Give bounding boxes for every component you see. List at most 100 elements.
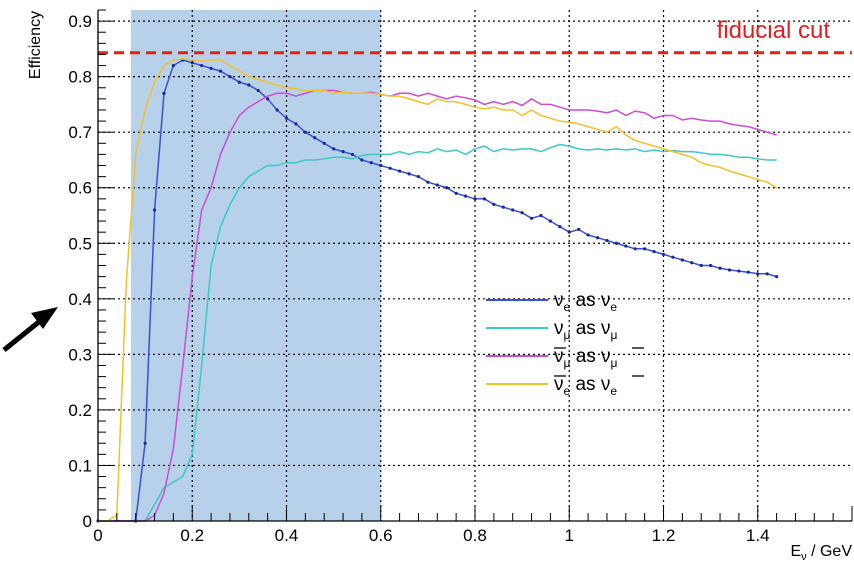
series-point-0 bbox=[595, 236, 600, 240]
y-tick-label: 0.5 bbox=[68, 234, 92, 253]
x-tick-label: 1.2 bbox=[652, 526, 676, 545]
shaded-region bbox=[130, 10, 381, 521]
y-axis-label: Efficiency bbox=[27, 11, 44, 79]
y-tick-label: 0.3 bbox=[68, 345, 92, 364]
series-point-0 bbox=[379, 163, 383, 168]
series-point-0 bbox=[671, 255, 675, 259]
series-point-0 bbox=[209, 66, 213, 70]
legend-label-1: νμ as νμ bbox=[554, 318, 618, 342]
legend-flavor-sub: μ bbox=[611, 328, 618, 342]
series-point-0 bbox=[586, 233, 590, 237]
series-point-0 bbox=[501, 205, 505, 209]
series-point-0 bbox=[247, 83, 251, 87]
legend-flavor-sub: e bbox=[610, 384, 617, 398]
series-point-0 bbox=[445, 186, 449, 190]
arrow-head bbox=[31, 307, 58, 329]
series-point-0 bbox=[256, 88, 260, 93]
series-point-0 bbox=[200, 63, 204, 68]
y-tick-label: 0.7 bbox=[68, 123, 92, 142]
series-point-0 bbox=[294, 122, 298, 126]
series-point-0 bbox=[388, 166, 392, 170]
legend-nu: ν bbox=[554, 346, 564, 367]
series-point-0 bbox=[454, 191, 458, 195]
series-point-0 bbox=[426, 180, 430, 184]
series-point-0 bbox=[143, 441, 147, 445]
x-tick-label: 1 bbox=[565, 526, 574, 545]
legend-label-2: νμ as νμ bbox=[554, 346, 618, 370]
legend-nu: ν bbox=[554, 290, 564, 311]
legend-as: as bbox=[570, 290, 601, 311]
legend-nu: ν bbox=[554, 318, 564, 339]
axes-layer: 0 0.2 0.4 0.6 0.8 1 1.2 1.4 0 0.1 0.2 0.3 0.4 0.5 0.6 0… bbox=[68, 9, 853, 545]
series-line-0 bbox=[98, 59, 777, 522]
legend-as: as bbox=[570, 346, 601, 367]
x-tick-label: 1.4 bbox=[746, 526, 770, 545]
legend-flavor-sub: e bbox=[564, 384, 571, 398]
series-point-0 bbox=[407, 172, 411, 176]
series-point-0 bbox=[765, 272, 769, 276]
series-point-0 bbox=[369, 161, 373, 165]
series-point-0 bbox=[322, 141, 326, 145]
series-point-0 bbox=[633, 247, 637, 251]
x-tick-label: 0 bbox=[93, 526, 102, 545]
series-point-0 bbox=[577, 227, 581, 231]
arrow-annotation bbox=[2, 307, 58, 352]
legend-nu: ν bbox=[601, 374, 611, 395]
series-point-0 bbox=[680, 258, 684, 262]
legend-nu: ν bbox=[601, 318, 611, 339]
legend-as: as bbox=[570, 318, 601, 339]
series-point-0 bbox=[492, 202, 496, 207]
series-point-0 bbox=[699, 263, 703, 268]
series-point-0 bbox=[435, 183, 439, 187]
series-layer bbox=[96, 58, 779, 523]
legend-flavor-sub: e bbox=[610, 300, 617, 314]
series-point-0 bbox=[605, 238, 609, 243]
legend-flavor-sub: μ bbox=[611, 356, 618, 370]
series-point-0 bbox=[511, 208, 515, 212]
series-point-0 bbox=[162, 91, 166, 95]
series-point-0 bbox=[152, 208, 157, 212]
x-axis-label: Eν / GeV bbox=[790, 543, 852, 563]
series-point-0 bbox=[727, 268, 732, 272]
x-tick-label: 0.8 bbox=[463, 526, 487, 545]
x-tick-label: 0.4 bbox=[275, 526, 299, 545]
series-point-0 bbox=[416, 175, 421, 179]
y-tick-label: 0 bbox=[83, 512, 92, 531]
x-axis-label-rest: / GeV bbox=[807, 543, 853, 560]
legend-label-0: νe as νe bbox=[554, 290, 617, 314]
fiducial-cut-label: fiducial cut bbox=[717, 17, 831, 44]
series-point-0 bbox=[218, 69, 223, 73]
y-tick-label: 0.1 bbox=[68, 456, 92, 475]
series-point-0 bbox=[520, 211, 524, 215]
series-point-0 bbox=[567, 230, 571, 234]
series-point-0 bbox=[614, 241, 618, 245]
arrow-shaft bbox=[2, 319, 42, 352]
series-point-0 bbox=[775, 275, 779, 279]
x-axis-label-sub: ν bbox=[801, 551, 807, 563]
series-point-0 bbox=[360, 158, 364, 162]
series-point-0 bbox=[350, 152, 355, 157]
x-tick-label: 0.2 bbox=[180, 526, 204, 545]
series-line-3 bbox=[98, 58, 777, 522]
legend-flavor-sub: μ bbox=[564, 356, 571, 370]
x-axis-label-main: E bbox=[790, 543, 801, 560]
legend-nu: ν bbox=[554, 374, 564, 395]
y-tick-label: 0.9 bbox=[68, 12, 92, 31]
legend-label-3: νe as νe bbox=[554, 374, 617, 398]
series-point-0 bbox=[539, 213, 543, 218]
legend-as: as bbox=[570, 374, 601, 395]
series-point-0 bbox=[190, 61, 194, 65]
legend-flavor-sub: μ bbox=[564, 328, 571, 342]
series-point-0 bbox=[661, 252, 666, 256]
series-point-0 bbox=[746, 270, 750, 274]
series-point-0 bbox=[652, 250, 656, 254]
y-tick-label: 0.6 bbox=[68, 179, 92, 198]
series-point-0 bbox=[709, 263, 713, 268]
grid-layer bbox=[98, 10, 852, 521]
series-point-0 bbox=[171, 63, 175, 68]
series-point-0 bbox=[463, 194, 468, 198]
legend-flavor-sub: e bbox=[564, 300, 571, 314]
legend-nu: ν bbox=[601, 346, 611, 367]
